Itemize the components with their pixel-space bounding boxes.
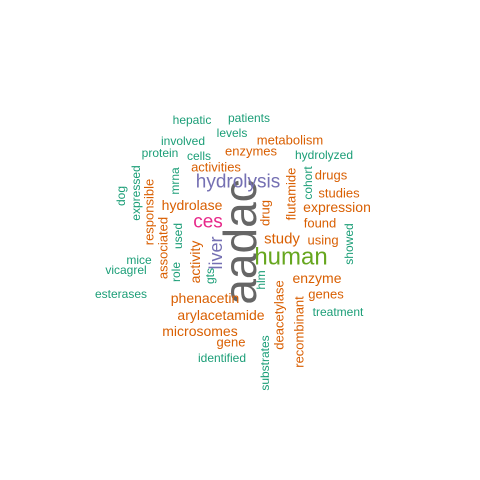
word-human: human bbox=[254, 244, 327, 271]
word-identified: identified bbox=[198, 351, 246, 365]
word-hydrolysis: hydrolysis bbox=[196, 172, 280, 193]
word-aadac: aadac bbox=[214, 179, 266, 304]
word-arylacetamide: arylacetamide bbox=[177, 307, 264, 323]
word-levels: levels bbox=[217, 126, 248, 140]
word-cohort: cohort bbox=[301, 166, 315, 200]
word-mice: mice bbox=[126, 253, 152, 267]
word-metabolism: metabolism bbox=[257, 133, 323, 148]
word-cells: cells bbox=[187, 149, 211, 163]
word-gts: gts bbox=[203, 268, 217, 284]
word-substrates: substrates bbox=[258, 335, 272, 390]
word-mrna: mrna bbox=[168, 167, 182, 195]
word-dog: dog bbox=[114, 186, 128, 206]
word-studies: studies bbox=[318, 186, 360, 201]
word-involved: involved bbox=[161, 134, 205, 148]
word-deacetylase: deacetylase bbox=[272, 280, 287, 349]
word-showed: showed bbox=[342, 223, 356, 264]
word-responsible: responsible bbox=[142, 179, 157, 246]
word-associated: associated bbox=[156, 217, 171, 279]
word-microsomes: microsomes bbox=[162, 323, 237, 339]
word-gene: gene bbox=[217, 335, 246, 350]
word-treatment: treatment bbox=[313, 305, 364, 319]
word-activity: activity bbox=[187, 241, 203, 284]
word-activities: activities bbox=[191, 160, 241, 175]
word-vicagrel: vicagrel bbox=[105, 263, 146, 277]
word-hydrolase: hydrolase bbox=[162, 197, 223, 213]
word-patients: patients bbox=[228, 111, 270, 125]
word-hepatic: hepatic bbox=[173, 113, 212, 127]
word-protein: protein bbox=[142, 146, 179, 160]
word-flutamide: flutamide bbox=[284, 168, 299, 221]
word-liver: liver bbox=[206, 236, 226, 269]
word-using: using bbox=[307, 233, 338, 248]
word-drug: drug bbox=[258, 200, 273, 226]
word-hydrolyzed: hydrolyzed bbox=[295, 148, 353, 162]
word-recombinant: recombinant bbox=[292, 296, 307, 368]
word-expressed: expressed bbox=[129, 165, 143, 220]
word-ces: ces bbox=[193, 212, 223, 233]
word-hlm: hlm bbox=[254, 270, 268, 289]
word-drugs: drugs bbox=[315, 168, 348, 183]
word-expression: expression bbox=[303, 199, 371, 215]
word-found: found bbox=[304, 216, 337, 231]
word-enzymes: enzymes bbox=[225, 144, 278, 159]
word-study: study bbox=[264, 231, 300, 248]
word-esterases: esterases bbox=[95, 287, 147, 301]
word-phenacetin: phenacetin bbox=[171, 290, 240, 306]
word-role: role bbox=[169, 262, 183, 282]
word-enzyme: enzyme bbox=[292, 270, 341, 286]
word-genes: genes bbox=[308, 287, 344, 302]
word-used: used bbox=[171, 223, 185, 249]
